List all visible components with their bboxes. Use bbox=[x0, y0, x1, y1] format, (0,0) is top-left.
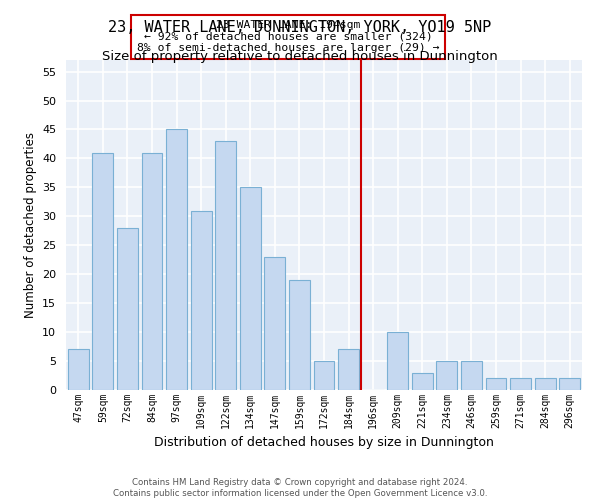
Bar bbox=[338, 350, 359, 390]
Bar bbox=[265, 257, 286, 390]
Bar bbox=[485, 378, 506, 390]
Bar bbox=[461, 361, 482, 390]
Bar bbox=[191, 210, 212, 390]
Bar bbox=[314, 361, 334, 390]
Text: Size of property relative to detached houses in Dunnington: Size of property relative to detached ho… bbox=[102, 50, 498, 63]
Bar bbox=[68, 350, 89, 390]
Bar bbox=[166, 130, 187, 390]
X-axis label: Distribution of detached houses by size in Dunnington: Distribution of detached houses by size … bbox=[154, 436, 494, 450]
Bar bbox=[559, 378, 580, 390]
Bar bbox=[436, 361, 457, 390]
Bar bbox=[510, 378, 531, 390]
Y-axis label: Number of detached properties: Number of detached properties bbox=[23, 132, 37, 318]
Text: Contains HM Land Registry data © Crown copyright and database right 2024.
Contai: Contains HM Land Registry data © Crown c… bbox=[113, 478, 487, 498]
Text: 23, WATER LANE, DUNNINGTON, YORK, YO19 5NP: 23, WATER LANE, DUNNINGTON, YORK, YO19 5… bbox=[109, 20, 491, 35]
Bar bbox=[92, 152, 113, 390]
Bar bbox=[535, 378, 556, 390]
Bar bbox=[240, 188, 261, 390]
Text: 23 WATER LANE: 194sqm
← 92% of detached houses are smaller (324)
8% of semi-deta: 23 WATER LANE: 194sqm ← 92% of detached … bbox=[137, 20, 439, 54]
Bar bbox=[215, 141, 236, 390]
Bar bbox=[289, 280, 310, 390]
Bar bbox=[142, 152, 163, 390]
Bar bbox=[117, 228, 138, 390]
Bar bbox=[412, 372, 433, 390]
Bar bbox=[387, 332, 408, 390]
